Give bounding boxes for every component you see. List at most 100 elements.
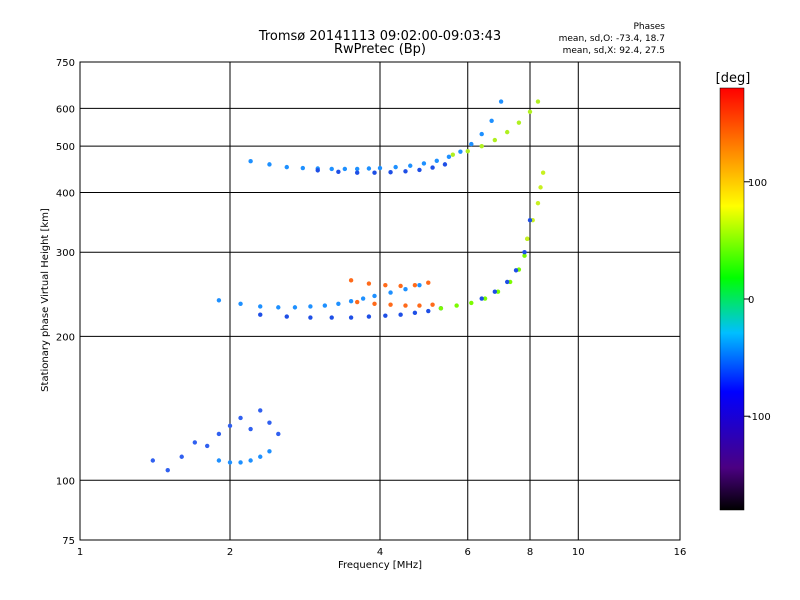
data-point	[393, 164, 398, 170]
data-point	[366, 281, 372, 286]
data-point	[292, 305, 298, 310]
y-tick-label: 750	[56, 58, 75, 69]
y-tick-label: 100	[56, 476, 75, 487]
data-point	[372, 293, 377, 299]
data-point	[383, 282, 388, 288]
data-point	[308, 304, 313, 309]
colorbar-ticks: 100 0 -100	[744, 178, 771, 423]
data-point	[204, 443, 210, 449]
data-point	[348, 278, 354, 283]
y-tick-labels: 75 100 200 300 400 500 600 750	[56, 58, 75, 547]
data-point	[442, 162, 448, 167]
data-point	[469, 141, 474, 147]
x-tick-label: 10	[572, 547, 585, 558]
y-tick-label: 300	[56, 248, 75, 259]
data-point	[192, 440, 198, 445]
data-point	[238, 460, 243, 465]
stats-x-line: mean, sd,X: 92.4, 27.5	[563, 46, 665, 56]
x-tick-label: 2	[227, 547, 233, 558]
data-point	[417, 303, 422, 308]
data-point	[489, 118, 494, 124]
colorbar-tick-label: 100	[748, 178, 767, 189]
data-point	[540, 170, 546, 175]
data-point	[216, 298, 222, 303]
data-point	[372, 301, 377, 306]
data-point	[348, 298, 354, 304]
stats-heading: Phases	[633, 22, 665, 32]
data-point	[388, 302, 393, 307]
data-point	[216, 431, 222, 437]
data-point	[258, 312, 263, 317]
stats-o-line: mean, sd,O: -73.4, 18.7	[559, 34, 665, 44]
data-point	[479, 143, 484, 149]
data-point	[492, 137, 498, 143]
data-point	[267, 449, 272, 454]
data-point	[258, 304, 263, 309]
data-points	[150, 99, 546, 473]
data-point	[426, 280, 431, 285]
data-point	[348, 315, 354, 320]
data-point	[366, 166, 372, 171]
data-point	[421, 161, 427, 166]
plot-frame	[79, 61, 681, 541]
data-point	[383, 313, 388, 318]
data-point	[238, 415, 243, 421]
data-point	[482, 296, 488, 301]
colorbar-unit-label: [deg]	[716, 71, 751, 86]
data-point	[538, 185, 543, 190]
data-point	[354, 170, 360, 175]
data-point	[434, 158, 439, 163]
data-point	[354, 166, 360, 172]
data-point	[258, 408, 263, 413]
data-point	[336, 169, 341, 174]
x-tick-label: 6	[465, 547, 471, 558]
data-point	[412, 310, 418, 316]
data-point	[430, 302, 435, 307]
y-tick-label: 600	[56, 104, 75, 115]
data-point	[469, 300, 474, 306]
data-point	[492, 289, 498, 294]
data-point	[522, 250, 527, 255]
data-point	[527, 109, 533, 115]
data-point	[426, 308, 431, 314]
data-point	[388, 170, 393, 175]
x-tick-label: 1	[77, 547, 83, 558]
y-tick-label: 200	[56, 332, 75, 343]
data-point	[354, 299, 360, 305]
data-point	[430, 165, 435, 170]
data-point	[276, 431, 281, 437]
data-point	[360, 296, 366, 301]
data-point	[403, 303, 408, 308]
data-point	[329, 166, 334, 172]
data-point	[527, 218, 533, 223]
data-point	[446, 154, 452, 160]
x-tick-labels: 1 2 4 6 8 10 16	[77, 547, 687, 558]
data-point	[248, 159, 253, 164]
data-point	[377, 165, 383, 171]
data-point	[403, 169, 408, 174]
data-point	[315, 168, 320, 173]
data-point	[267, 162, 272, 167]
data-point	[165, 467, 170, 473]
data-point	[227, 423, 233, 429]
data-point	[417, 167, 422, 173]
data-point	[535, 200, 541, 206]
data-point	[284, 314, 289, 319]
data-point	[329, 315, 334, 320]
data-point	[248, 458, 253, 463]
data-point	[238, 301, 243, 306]
data-point	[535, 99, 541, 104]
data-point	[458, 149, 463, 154]
data-point	[525, 236, 530, 242]
data-point	[465, 149, 470, 154]
data-point	[322, 303, 328, 308]
y-tick-label: 500	[56, 142, 75, 153]
y-tick-label: 400	[56, 188, 75, 199]
data-point	[216, 458, 222, 463]
data-point	[248, 426, 253, 432]
data-point	[227, 460, 233, 465]
data-point	[276, 305, 281, 310]
y-tick-label: 75	[62, 536, 75, 547]
data-point	[408, 163, 413, 168]
data-point	[522, 253, 527, 258]
